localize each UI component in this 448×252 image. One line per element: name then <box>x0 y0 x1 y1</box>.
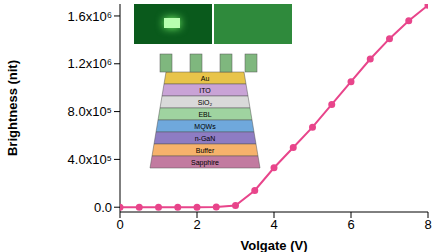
svg-text:1.2x10⁶: 1.2x10⁶ <box>68 56 112 71</box>
svg-text:8: 8 <box>424 217 431 232</box>
svg-text:0.0: 0.0 <box>94 200 112 215</box>
svg-text:8.0x10⁵: 8.0x10⁵ <box>68 104 112 119</box>
svg-text:Au: Au <box>201 75 210 82</box>
svg-text:1.6x10⁶: 1.6x10⁶ <box>68 9 112 24</box>
svg-text:Brightness (nit): Brightness (nit) <box>5 60 20 156</box>
svg-text:Sapphire: Sapphire <box>191 159 219 167</box>
svg-text:4.0x10⁵: 4.0x10⁵ <box>68 152 112 167</box>
svg-text:4: 4 <box>270 217 277 232</box>
svg-text:EBL: EBL <box>198 111 211 118</box>
svg-text:MQWs: MQWs <box>194 123 216 131</box>
svg-text:0: 0 <box>116 217 123 232</box>
svg-text:n-GaN: n-GaN <box>195 135 216 142</box>
svg-text:2: 2 <box>193 217 200 232</box>
svg-text:ITO: ITO <box>199 87 211 94</box>
svg-text:SiO₂: SiO₂ <box>198 99 213 106</box>
svg-text:6: 6 <box>347 217 354 232</box>
svg-text:Volgate (V): Volgate (V) <box>241 238 308 252</box>
svg-text:Buffer: Buffer <box>196 147 215 154</box>
